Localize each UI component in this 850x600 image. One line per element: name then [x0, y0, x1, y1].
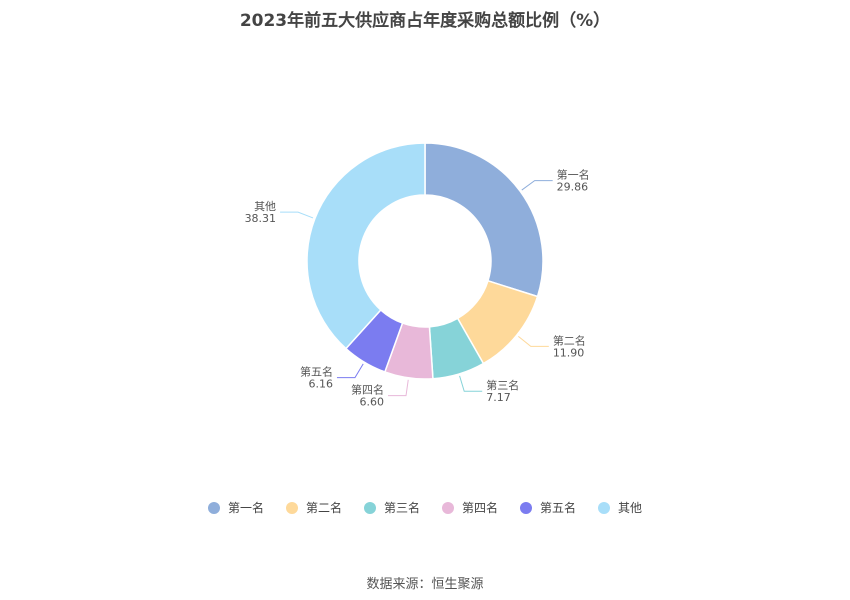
slice-label-2: 第二名 [553, 333, 586, 347]
legend-item-5[interactable]: 第五名 [520, 499, 576, 516]
chart-title: 2023年前五大供应商占年度采购总额比例（%） [239, 11, 611, 31]
slice-1[interactable] [424, 142, 544, 298]
legend-label-4: 第四名 [462, 501, 499, 515]
slice-value-3: 7.17 [486, 391, 511, 404]
slice-6[interactable] [306, 142, 426, 350]
slice-value-1: 29.86 [557, 181, 589, 194]
legend-item-3[interactable]: 第三名 [363, 499, 420, 516]
leader-line-4 [388, 379, 409, 397]
legend: 第一名 第二名 第三名 第四名 第五名 其他 [0, 499, 850, 516]
legend-dot-6 [598, 501, 611, 514]
slice-label-6: 其他 [254, 200, 276, 213]
leader-line-1 [521, 180, 553, 191]
legend-item-4[interactable]: 第四名 [442, 499, 498, 516]
legend-dot-2 [285, 501, 298, 514]
leader-line-5 [336, 363, 364, 379]
legend-dot-1 [207, 501, 220, 514]
legend-label-2: 第二名 [305, 501, 342, 515]
slice-label-1: 第一名 [557, 168, 590, 182]
legend-label-3: 第三名 [383, 501, 420, 515]
legend-item-6[interactable]: 其他 [598, 499, 642, 516]
slice-value-5: 6.16 [308, 378, 333, 391]
slice-value-4: 6.60 [360, 396, 385, 409]
legend-label-1: 第一名 [227, 501, 264, 515]
legend-label-5: 第五名 [540, 501, 577, 515]
slice-value-2: 11.90 [553, 346, 585, 359]
data-source: 数据来源：恒生聚源 [366, 577, 484, 592]
slice-value-6: 38.31 [245, 212, 277, 225]
slice-label-3: 第三名 [486, 378, 519, 392]
legend-dot-4 [442, 501, 454, 514]
legend-item-2[interactable]: 第二名 [285, 499, 342, 516]
leader-line-3 [459, 375, 483, 392]
legend-dot-3 [363, 501, 376, 514]
legend-dot-5 [520, 501, 533, 514]
slice-label-4: 第四名 [351, 383, 384, 397]
slice-label-5: 第五名 [300, 365, 333, 379]
legend-label-6: 其他 [618, 501, 643, 515]
leader-line-6 [280, 211, 314, 219]
legend-item-1[interactable]: 第一名 [207, 499, 264, 516]
leader-line-2 [518, 335, 549, 347]
